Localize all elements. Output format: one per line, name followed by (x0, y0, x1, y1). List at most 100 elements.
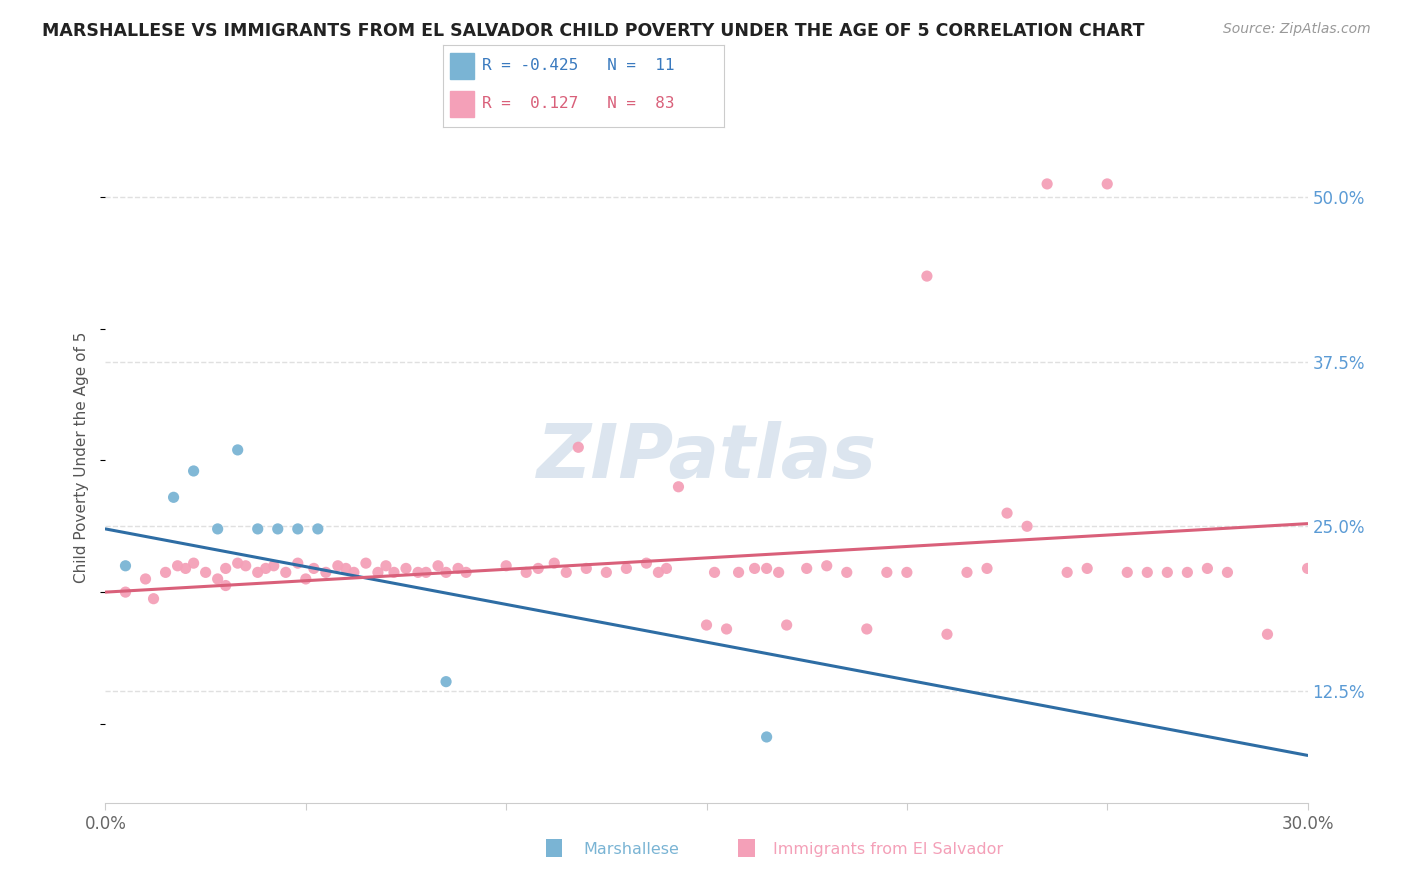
Point (307, 522, 329, 536)
Point (716, 622, 738, 636)
Point (263, 558, 285, 573)
Point (155, 566, 177, 580)
Point (174, 561, 197, 575)
Point (555, 566, 578, 580)
Point (267, 522, 290, 536)
Point (515, 566, 537, 580)
Point (235, 558, 257, 573)
Point (295, 572, 318, 586)
Point (1017, 519, 1039, 533)
Text: R =  0.127   N =  83: R = 0.127 N = 83 (482, 95, 675, 111)
Point (207, 522, 229, 536)
Point (1136, 566, 1159, 580)
Text: R = -0.425   N =  11: R = -0.425 N = 11 (482, 58, 675, 73)
Point (183, 464, 205, 478)
Point (527, 561, 550, 575)
Point (434, 674, 457, 689)
Point (796, 561, 818, 575)
Point (755, 730, 778, 744)
Point (434, 566, 457, 580)
Point (995, 506, 1018, 520)
Point (142, 591, 165, 606)
Point (1177, 566, 1199, 580)
Point (246, 522, 269, 536)
Point (1296, 561, 1319, 575)
Bar (450, 53, 474, 79)
Point (1156, 566, 1178, 580)
Point (896, 566, 918, 580)
Point (287, 522, 309, 536)
Text: MARSHALLESE VS IMMIGRANTS FROM EL SALVADOR CHILD POVERTY UNDER THE AGE OF 5 CORR: MARSHALLESE VS IMMIGRANTS FROM EL SALVAD… (42, 22, 1144, 40)
Point (315, 566, 337, 580)
Point (194, 566, 217, 580)
Point (876, 566, 898, 580)
Point (162, 491, 184, 505)
Point (1197, 561, 1219, 575)
Point (956, 566, 979, 580)
Point (1076, 561, 1098, 575)
Point (114, 558, 136, 573)
Point (302, 561, 325, 575)
Point (835, 566, 858, 580)
Point (595, 566, 617, 580)
Point (647, 566, 669, 580)
Point (976, 561, 998, 575)
Point (655, 561, 678, 575)
Text: Marshallese: Marshallese (583, 842, 679, 856)
Point (207, 572, 229, 586)
Point (415, 566, 437, 580)
Point (367, 566, 389, 580)
Point (636, 556, 658, 570)
Point (1257, 627, 1279, 641)
Point (495, 558, 517, 573)
Point (1056, 566, 1078, 580)
Point (254, 561, 277, 575)
Point (703, 566, 725, 580)
Point (855, 622, 877, 636)
Y-axis label: Child Poverty Under the Age of 5: Child Poverty Under the Age of 5 (75, 332, 90, 582)
Point (166, 558, 188, 573)
Point (427, 558, 450, 573)
Point (114, 585, 136, 599)
Point (815, 558, 838, 573)
Point (776, 618, 799, 632)
Point (326, 558, 349, 573)
Point (567, 440, 589, 454)
Point (727, 566, 749, 580)
Point (936, 627, 959, 641)
Point (395, 561, 418, 575)
Point (374, 558, 398, 573)
Point (1097, 177, 1119, 191)
Point (183, 556, 205, 570)
Text: Source: ZipAtlas.com: Source: ZipAtlas.com (1223, 22, 1371, 37)
Point (755, 561, 778, 575)
Text: Immigrants from El Salvador: Immigrants from El Salvador (773, 842, 1004, 856)
Point (915, 269, 938, 284)
Point (226, 556, 249, 570)
Point (274, 566, 297, 580)
Point (668, 480, 690, 494)
Point (696, 618, 718, 632)
Point (616, 561, 638, 575)
Point (135, 572, 157, 586)
Point (1216, 566, 1239, 580)
Point (335, 561, 357, 575)
Point (768, 566, 790, 580)
Point (354, 556, 377, 570)
Bar (450, 91, 474, 117)
Point (744, 561, 766, 575)
Point (246, 566, 269, 580)
Point (382, 566, 405, 580)
Point (575, 561, 598, 575)
Point (214, 561, 236, 575)
Point (454, 566, 477, 580)
Point (447, 561, 470, 575)
Point (1116, 566, 1139, 580)
Text: ZIPatlas: ZIPatlas (537, 421, 876, 493)
Point (406, 566, 429, 580)
Point (287, 556, 309, 570)
Point (1036, 177, 1059, 191)
Point (214, 578, 236, 592)
Point (343, 566, 366, 580)
Point (543, 556, 565, 570)
